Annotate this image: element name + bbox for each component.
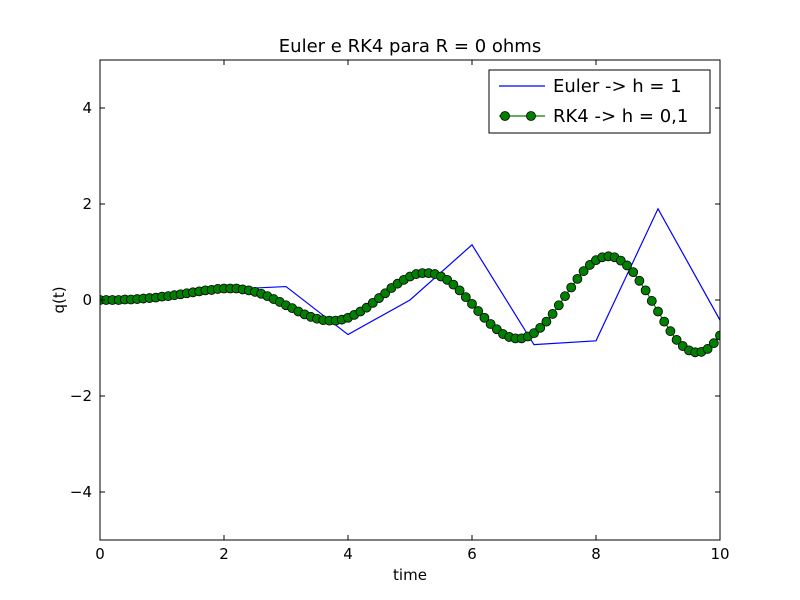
rk4-data-point: [572, 273, 583, 284]
rk4-data-point: [628, 267, 639, 278]
rk4-data-point: [460, 292, 471, 303]
rk4-data-point: [715, 330, 720, 341]
y-tick-label: −2: [70, 387, 92, 405]
rk4-data-point: [535, 322, 546, 333]
rk4-data-point: [634, 275, 645, 286]
rk4-data-point: [578, 266, 589, 277]
legend: Euler -> h = 1 RK4 -> h = 0,1: [488, 69, 711, 134]
legend-euler-label: Euler -> h = 1: [553, 76, 682, 97]
rk4-data-point: [547, 309, 558, 319]
rk4-data-point: [380, 288, 391, 299]
series-layer: [100, 207, 720, 358]
y-tick-label: 2: [82, 195, 92, 213]
x-axis-label: time: [393, 566, 427, 584]
rk4-data-point: [653, 306, 663, 317]
legend-box: [488, 69, 711, 134]
x-tick-label: 2: [219, 545, 229, 563]
rk4-data-point: [529, 328, 539, 339]
legend-rk4-label: RK4 -> h = 0,1: [553, 106, 688, 127]
ticks-layer: 0 2 4 6 8 10 −4 −2 0 2 4: [70, 60, 730, 563]
rk4-data-point: [473, 306, 484, 316]
x-tick-label: 4: [343, 545, 353, 563]
rk4-data-point: [659, 316, 670, 327]
x-tick-label: 10: [710, 545, 729, 563]
rk4-data-point: [485, 319, 496, 329]
rk4-data-point: [708, 338, 719, 349]
x-tick-label: 8: [591, 545, 601, 563]
rk4-data-point: [467, 298, 477, 309]
x-tick-label: 6: [467, 545, 477, 563]
rk4-data-point: [640, 285, 651, 296]
rk4-data-point: [702, 344, 713, 354]
y-tick-label: 4: [82, 99, 92, 117]
plot-area: 0 2 4 6 8 10 −4 −2 0 2 4: [70, 59, 730, 563]
rk4-data-point: [622, 260, 632, 271]
rk4-data-point: [541, 316, 552, 327]
rk4-data-point: [479, 312, 490, 323]
chart-title: Euler e RK4 para R = 0 ohms: [279, 36, 541, 57]
legend-rk4-marker-right: [526, 111, 536, 121]
y-axis-label: q(t): [50, 286, 68, 313]
rk4-data-point: [646, 296, 657, 306]
y-tick-label: 0: [82, 291, 92, 309]
rk4-data-point: [671, 334, 682, 345]
rk4-data-point: [448, 279, 459, 290]
rk4-data-point: [454, 285, 465, 296]
rk4-data-point: [665, 326, 676, 337]
rk4-data-point: [566, 282, 577, 293]
rk4-data-point: [560, 291, 570, 302]
rk4-data-point: [553, 300, 564, 311]
legend-rk4-marker-left: [500, 111, 510, 121]
x-tick-label: 0: [95, 545, 105, 563]
y-tick-label: −4: [70, 483, 92, 501]
